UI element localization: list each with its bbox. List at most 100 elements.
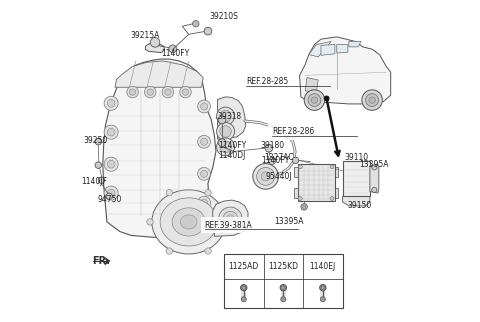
Circle shape <box>280 285 287 291</box>
Circle shape <box>144 86 156 98</box>
Circle shape <box>201 170 208 177</box>
Circle shape <box>216 138 235 156</box>
Circle shape <box>216 123 235 140</box>
Circle shape <box>201 199 208 206</box>
Circle shape <box>169 45 177 52</box>
Circle shape <box>253 164 278 189</box>
Polygon shape <box>370 164 379 193</box>
Text: 13395A: 13395A <box>359 160 389 169</box>
Polygon shape <box>213 200 248 236</box>
Bar <box>294 167 299 177</box>
Circle shape <box>166 248 172 254</box>
Polygon shape <box>305 78 318 93</box>
Text: 1140EJ: 1140EJ <box>310 262 336 271</box>
Circle shape <box>198 135 211 148</box>
Ellipse shape <box>219 207 242 229</box>
Text: 39215A: 39215A <box>131 31 160 40</box>
Circle shape <box>127 86 138 98</box>
Circle shape <box>372 165 377 170</box>
Bar <box>298 164 335 201</box>
Text: 1327AC: 1327AC <box>264 153 294 162</box>
Circle shape <box>107 160 115 168</box>
Text: 39210S: 39210S <box>209 12 238 21</box>
Text: 1140DJ: 1140DJ <box>218 151 246 160</box>
Circle shape <box>201 138 208 145</box>
Text: 1140FY: 1140FY <box>218 141 246 150</box>
Polygon shape <box>349 42 361 47</box>
Circle shape <box>240 285 247 291</box>
Text: 1140JF: 1140JF <box>81 177 107 186</box>
Text: 39150: 39150 <box>348 201 372 210</box>
Circle shape <box>320 297 325 302</box>
Circle shape <box>220 110 231 122</box>
Circle shape <box>130 89 136 95</box>
Polygon shape <box>343 196 370 206</box>
Circle shape <box>166 190 172 196</box>
Circle shape <box>106 193 112 199</box>
Circle shape <box>366 94 379 107</box>
Bar <box>224 254 343 308</box>
Circle shape <box>201 103 208 110</box>
Polygon shape <box>103 59 216 237</box>
Text: 13395A: 13395A <box>275 217 304 226</box>
Circle shape <box>98 177 105 184</box>
Polygon shape <box>321 44 335 55</box>
Bar <box>343 161 370 196</box>
Bar <box>294 188 299 198</box>
Text: 39250: 39250 <box>84 136 108 145</box>
Ellipse shape <box>172 208 205 236</box>
Text: 1125KD: 1125KD <box>268 262 298 271</box>
Circle shape <box>218 116 226 124</box>
Circle shape <box>302 205 306 208</box>
Circle shape <box>320 285 326 291</box>
Polygon shape <box>115 61 203 87</box>
Circle shape <box>268 157 276 165</box>
Circle shape <box>281 297 286 302</box>
Text: REF.28-286: REF.28-286 <box>272 127 314 136</box>
Circle shape <box>299 197 302 200</box>
Circle shape <box>257 167 275 185</box>
Circle shape <box>218 139 226 147</box>
Circle shape <box>324 96 329 101</box>
Ellipse shape <box>160 198 217 246</box>
Circle shape <box>104 157 118 171</box>
Circle shape <box>242 286 245 289</box>
Bar <box>334 167 338 177</box>
Circle shape <box>308 94 321 107</box>
Circle shape <box>104 186 118 200</box>
Circle shape <box>261 172 270 181</box>
Circle shape <box>198 100 211 113</box>
Circle shape <box>104 125 118 139</box>
Text: 39110: 39110 <box>344 153 368 162</box>
Text: 39318: 39318 <box>217 112 242 121</box>
Circle shape <box>241 297 246 302</box>
Ellipse shape <box>223 211 238 225</box>
Circle shape <box>311 97 318 103</box>
Circle shape <box>321 286 324 289</box>
Polygon shape <box>105 257 110 265</box>
Circle shape <box>220 126 231 137</box>
Circle shape <box>192 21 199 27</box>
Circle shape <box>182 89 189 95</box>
Ellipse shape <box>180 215 197 229</box>
Circle shape <box>150 38 160 47</box>
Polygon shape <box>337 44 348 53</box>
Polygon shape <box>300 37 391 104</box>
Circle shape <box>95 138 101 145</box>
Circle shape <box>330 197 334 200</box>
Polygon shape <box>145 43 165 52</box>
Circle shape <box>147 89 154 95</box>
Circle shape <box>220 141 231 153</box>
Circle shape <box>205 190 211 196</box>
Text: 1140FY: 1140FY <box>261 156 289 165</box>
Polygon shape <box>309 42 331 57</box>
Circle shape <box>205 248 211 254</box>
Text: 1125AD: 1125AD <box>228 262 259 271</box>
Circle shape <box>95 162 101 168</box>
Polygon shape <box>217 97 246 139</box>
Ellipse shape <box>152 190 226 254</box>
Circle shape <box>299 165 302 169</box>
Circle shape <box>372 187 377 193</box>
Circle shape <box>107 189 115 197</box>
Circle shape <box>304 90 324 110</box>
